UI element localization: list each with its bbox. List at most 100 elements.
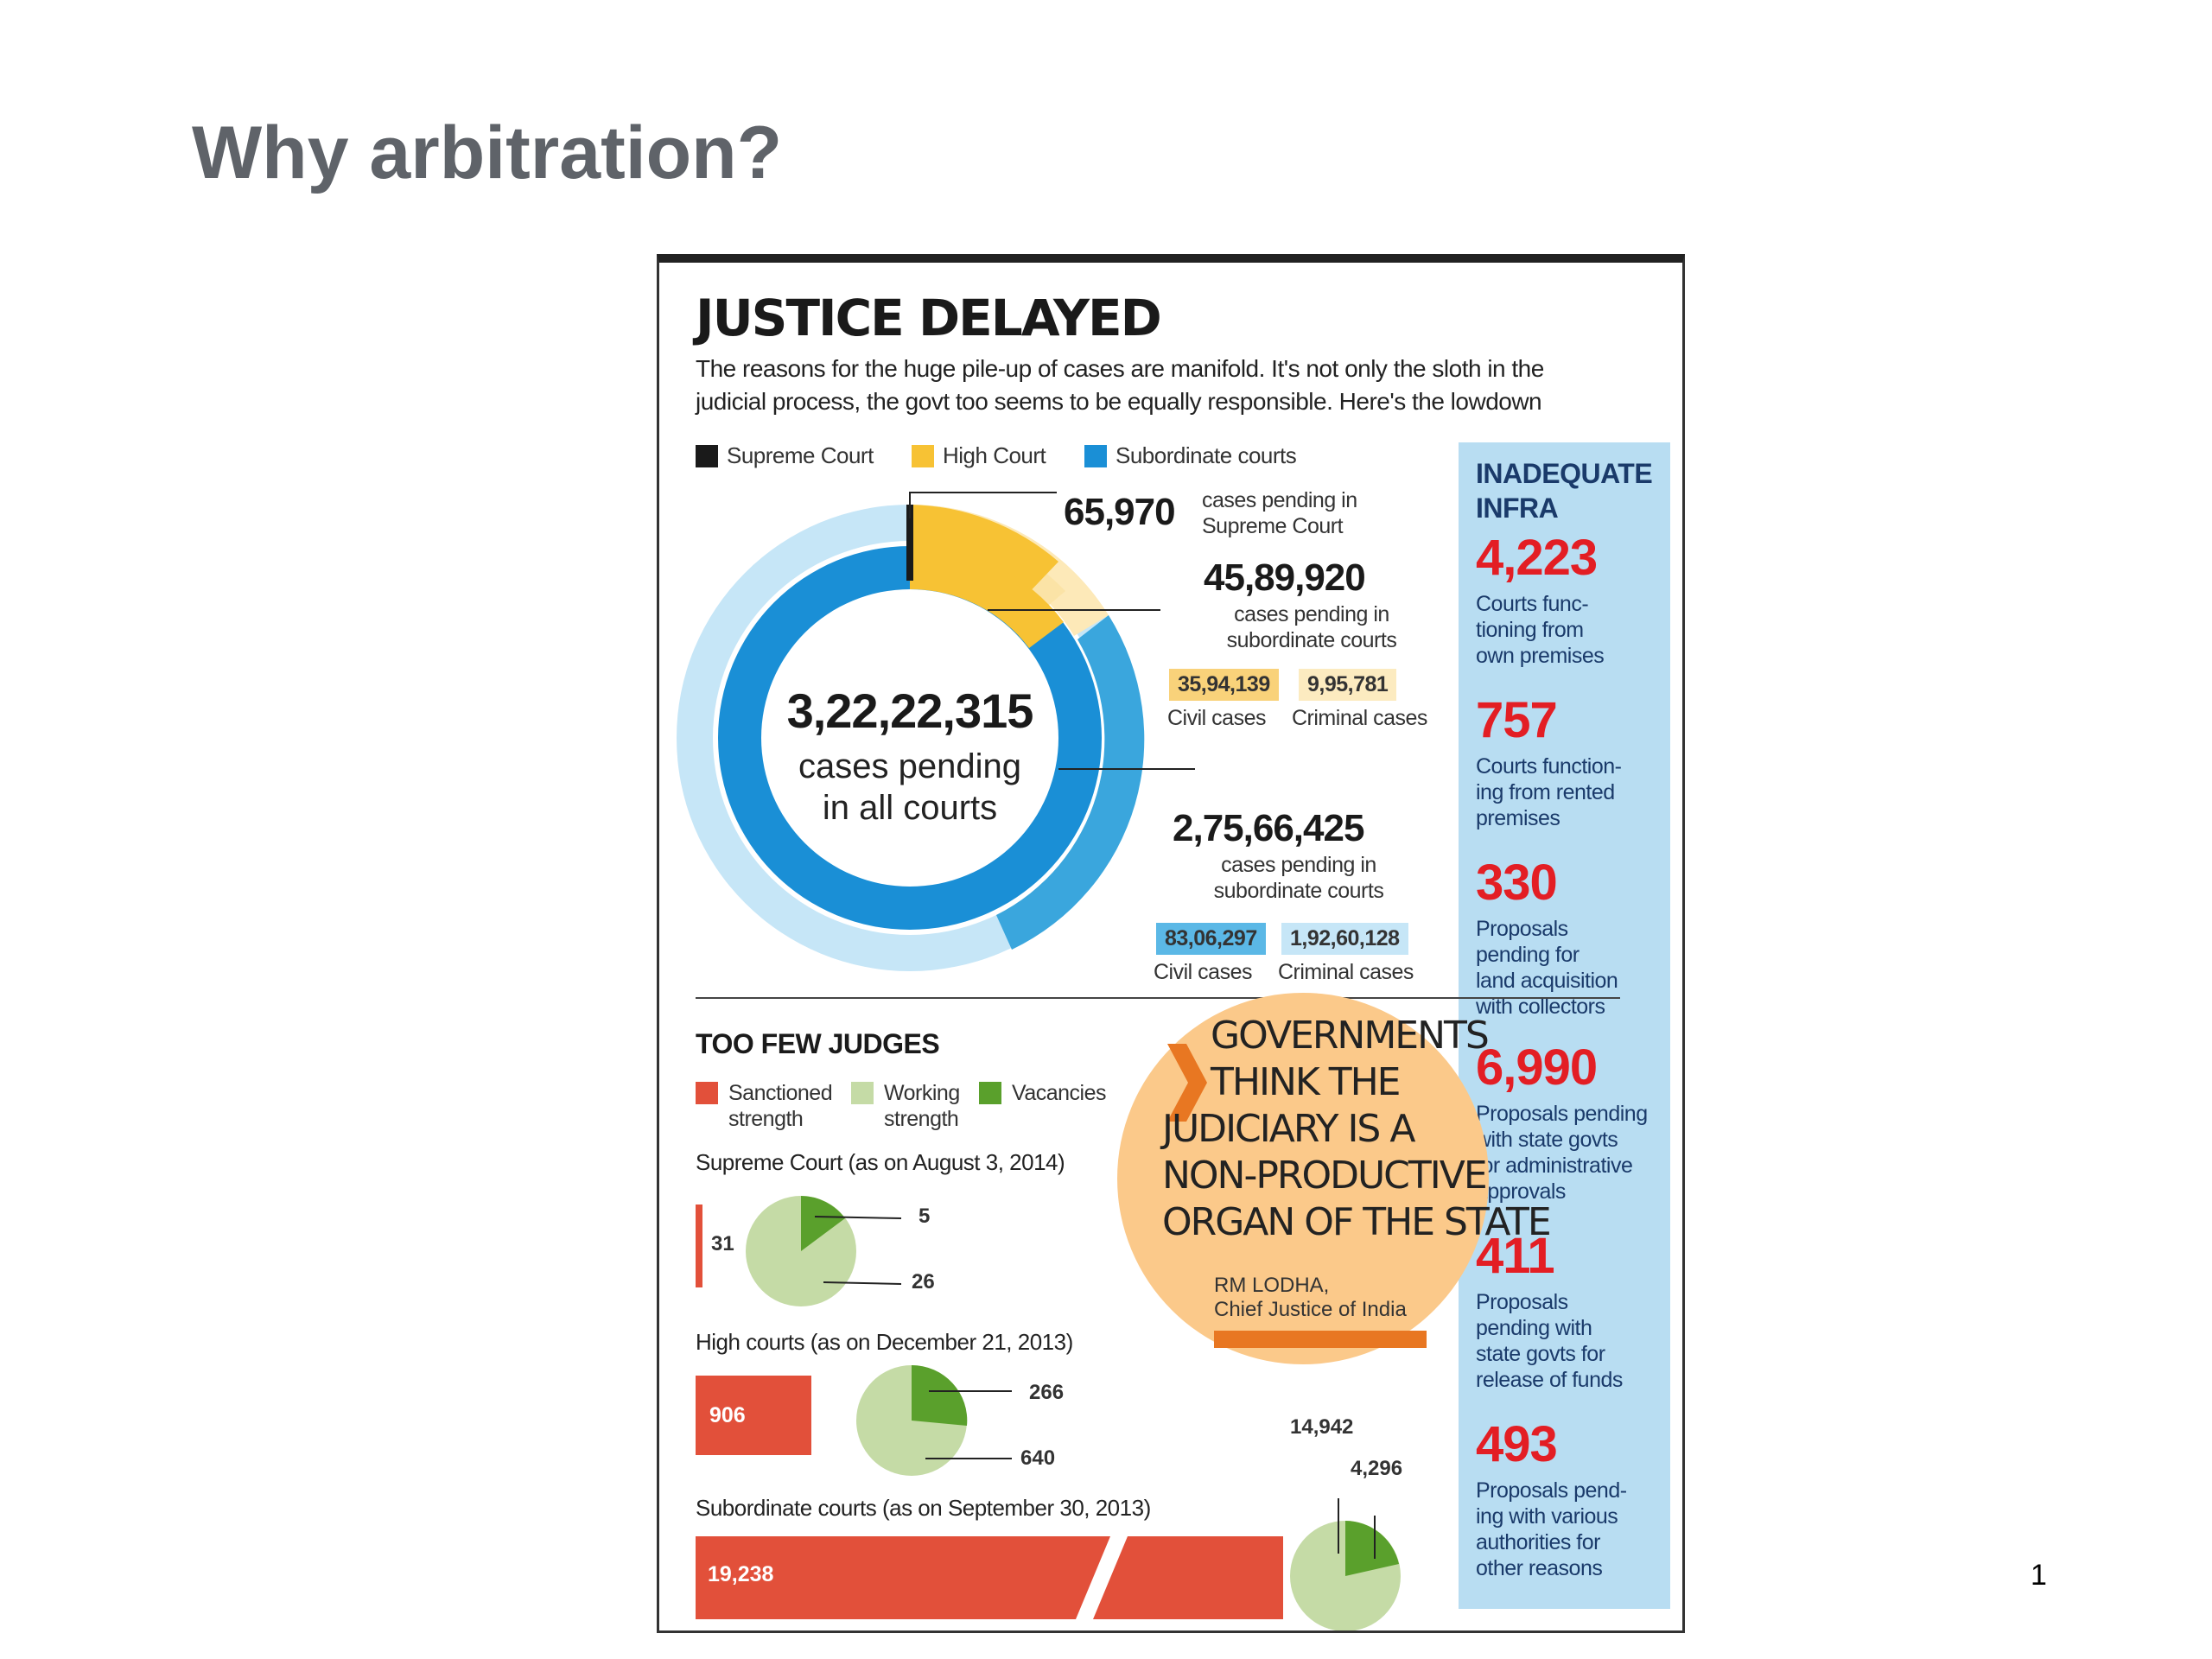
infra-line: ing from rented [1476,780,1615,804]
legend-label: High Court [943,442,1046,468]
legend-swatch [912,444,934,467]
legend-text: Sanctioned strength [728,1080,833,1132]
high-criminal-chip: 9,95,781 [1299,669,1397,701]
subordinate-sanctioned-value: 19,238 [708,1562,774,1586]
quote-text: GOVERNMENTS THINK THE JUDICIARY IS A NON… [1117,1013,1552,1246]
subordinate-criminal-label: Criminal cases [1278,960,1414,984]
slide-title: Why arbitration? [192,111,783,194]
subordinate-caption-line2: subordinate courts [1213,879,1384,903]
legend-swatch [696,1082,718,1104]
subordinate-civil-chip: 83,06,297 [1156,923,1266,955]
infra-line: Proposals pending [1476,1102,1648,1126]
infra-value: 493 [1476,1416,1558,1472]
legend-swatch [696,444,718,467]
total-line2: in all courts [822,789,998,827]
infra-line: Proposals [1476,1290,1568,1314]
donut-hole [761,589,1058,887]
infra-line: premises [1476,806,1560,830]
donut-supreme-segment [906,505,913,581]
legend-text: Vacancies [1012,1081,1107,1105]
supreme-sanctioned-bar [696,1205,702,1287]
pie-leader-line [814,1216,902,1219]
high-judges-pie [856,1365,1012,1476]
subordinate-working-value: 14,942 [1290,1415,1354,1439]
quote-author: RM LODHA, [1214,1274,1330,1297]
legend-label: Supreme Court [727,442,874,468]
subordinate-value: 2,75,66,425 [1173,807,1364,849]
high-vacancies-value: 266 [1029,1381,1065,1404]
quote-line: ORGAN OF THE STATE [1162,1200,1552,1244]
supreme-sanctioned-value: 31 [711,1232,734,1255]
quote-line: NON-PRODUCTIVE [1162,1154,1488,1198]
infra-text: Courts func- tioning from own premises [1476,591,1666,669]
total-pending: 3,22,22,315 cases pending in all courts [780,683,1039,829]
quote-author-title: Chief Justice of India [1214,1298,1407,1321]
bar-left-part [696,1536,1110,1619]
legend-line: Sanctioned [728,1081,833,1105]
high-value: 45,89,920 [1204,556,1366,599]
high-caption-line1: cases pending in [1234,602,1389,626]
subordinate-judges-label: Subordinate courts (as on September 30, … [696,1495,1151,1521]
subordinate-caption-line1: cases pending in [1221,853,1376,877]
infra-line: land acquisition [1476,969,1618,993]
legend-high: High Court [912,442,1046,469]
infra-line: for administrative [1476,1154,1633,1178]
donut-subordinate-outer-segment [996,615,1145,950]
infra-line: pending for [1476,943,1580,967]
legend-text: Working strength [884,1080,960,1132]
judges-legend-working: Working strength [851,1080,960,1132]
infra-value: 4,223 [1476,530,1598,586]
infra-line: approvals [1476,1179,1566,1204]
legend-supreme: Supreme Court [696,442,874,469]
legend-line: strength [884,1107,959,1131]
quote-line: GOVERNMENTS [1211,1014,1490,1058]
supreme-caption-line2: Supreme Court [1202,514,1344,538]
section-divider [696,997,1620,999]
infra-line: Proposals [1476,917,1568,941]
subordinate-leader-line [1058,768,1195,770]
high-working-value: 640 [1020,1446,1056,1470]
subordinate-sanctioned-bar [696,1536,1283,1619]
infra-heading: INADEQUATE INFRA [1476,456,1653,525]
subordinate-vacancies-value: 4,296 [1351,1457,1403,1480]
legend-swatch [1084,444,1107,467]
legend-line: Working [884,1081,960,1105]
infra-line: tioning from [1476,618,1584,642]
legend-line: strength [728,1107,804,1131]
infra-text: Proposals pending with state govts for r… [1476,1289,1666,1393]
supreme-caption: cases pending in Supreme Court [1202,487,1357,539]
supreme-judges-pie [746,1196,902,1306]
bar-right-part [1093,1536,1283,1619]
subordinate-caption: cases pending in subordinate courts [1178,852,1420,904]
inadequate-infra-panel: INADEQUATE INFRA 4,223 Courts func- tion… [1459,442,1670,1609]
quote-chevron-icon [1167,1044,1207,1122]
infra-line: authorities for [1476,1530,1600,1554]
donut-high-inner-segment [910,545,1064,648]
infra-text: Proposals pending for land acquisition w… [1476,916,1666,1020]
infra-value: 6,990 [1476,1039,1598,1096]
legend-label: Subordinate courts [1116,442,1297,468]
quote-line: THINK THE [1211,1060,1401,1104]
pie-leader-line [823,1281,902,1285]
high-caption: cases pending in subordinate courts [1195,601,1428,653]
infra-value: 411 [1476,1228,1555,1284]
judges-heading: TOO FEW JUDGES [696,1028,940,1059]
infra-line: ing with various [1476,1504,1618,1529]
legend-swatch [979,1082,1001,1104]
supreme-caption-line1: cases pending in [1202,488,1357,512]
infra-value: 757 [1476,692,1558,748]
subordinate-criminal-chip: 1,92,60,128 [1281,923,1408,955]
infra-line: state govts for [1476,1342,1605,1366]
infra-line: pending with [1476,1316,1592,1340]
infra-text: Proposals pend- ing with various authori… [1476,1478,1666,1581]
infra-text: Proposals pending with state govts for a… [1476,1101,1666,1205]
judges-legend-vacancies: Vacancies [979,1080,1107,1106]
legend-subordinate: Subordinate courts [1084,442,1297,469]
high-civil-label: Civil cases [1167,706,1266,730]
supreme-leader-line [909,492,1057,518]
judges-legend-sanctioned: Sanctioned strength [696,1080,833,1132]
infra-line: own premises [1476,644,1605,668]
infra-line: Courts func- [1476,592,1589,616]
supreme-working-value: 26 [912,1270,935,1294]
subordinate-civil-label: Civil cases [1154,960,1252,984]
